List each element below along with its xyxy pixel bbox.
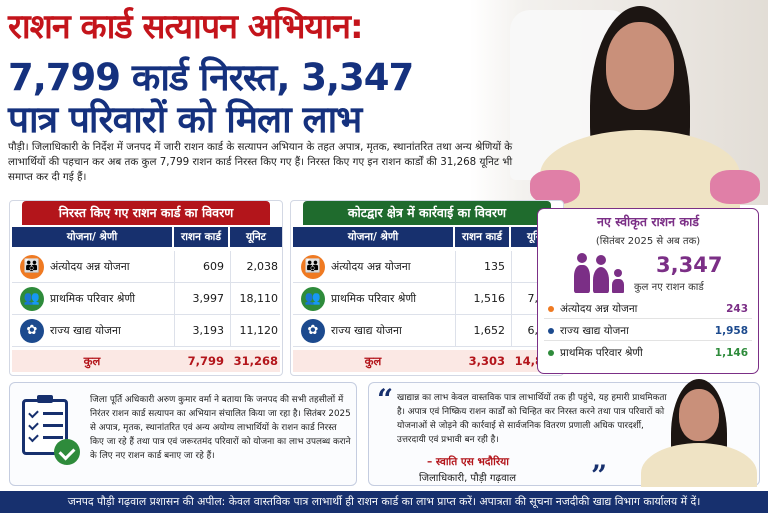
list-item: अंत्योदय अन्न योजना 243 <box>544 299 752 319</box>
intro-paragraph: पौड़ी। जिलाधिकारी के निर्देश में जनपद मे… <box>8 141 513 183</box>
column-header-units: यूनिट <box>230 227 282 247</box>
list-item: राज्य खाद्य योजना 1,958 <box>544 321 752 341</box>
new-cards-total: 3,347 <box>656 253 723 277</box>
table-total-row: कुल 7,799 31,268 <box>12 350 280 372</box>
new-cards-total-label: कुल नए राशन कार्ड <box>634 282 704 293</box>
table-total-row: कुल 3,303 14,804 <box>293 350 561 372</box>
family-icon: 👪 <box>20 255 44 279</box>
bullet-dot <box>548 328 554 334</box>
quote-author: – स्वाति एस भदौरिया <box>427 456 509 468</box>
quote-open-icon: “ <box>377 383 394 416</box>
table-row: ✿ राज्य खाद्य योजना 3,193 11,120 <box>12 315 280 347</box>
quote-text: खाद्यान्न का लाभ केवल वास्तविक पात्र लाभ… <box>397 393 667 445</box>
family-icon: 👪 <box>301 255 325 279</box>
wheat-icon: ✿ <box>20 319 44 343</box>
cancelled-cards-table: निरस्त किए गए राशन कार्ड का विवरण योजना/… <box>9 200 283 376</box>
headline-line-2: 7,799 कार्ड निरस्त, 3,347 <box>8 56 414 99</box>
supply-officer-statement: जिला पूर्ति अधिकारी अरुण कुमार वर्मा ने … <box>9 382 357 486</box>
list-item: प्राथमिक परिवार श्रेणी 1,146 <box>544 343 752 363</box>
table-title: कोटद्वार क्षेत्र में कार्रवाई का विवरण <box>303 201 551 225</box>
headline-line-3: पात्र परिवारों को मिला लाभ <box>8 98 362 141</box>
wheat-icon: ✿ <box>301 319 325 343</box>
table-row: ✿ राज्य खाद्य योजना 1,652 6,440 <box>293 315 561 347</box>
bullet-dot <box>548 306 554 312</box>
table-row: 👪 अंत्योदय अन्न योजना 609 2,038 <box>12 251 280 283</box>
table-row: 👥 प्राथमिक परिवार श्रेणी 1,516 7,740 <box>293 283 561 315</box>
column-header-scheme: योजना/ श्रेणी <box>293 227 453 247</box>
statement-text: जिला पूर्ति अधिकारी अरुण कुमार वर्मा ने … <box>90 395 351 461</box>
collector-portrait <box>635 373 761 487</box>
group-icon: 👥 <box>301 287 325 311</box>
table-row: 👪 अंत्योदय अन्न योजना 135 624 <box>293 251 561 283</box>
table-row: 👥 प्राथमिक परिवार श्रेणी 3,997 18,110 <box>12 283 280 315</box>
quote-author-role: जिलाधिकारी, पौड़ी गढ़वाल <box>419 473 517 484</box>
quote-close-icon: ” <box>591 459 608 492</box>
column-header-cards: राशन कार्ड <box>455 227 509 247</box>
group-icon: 👥 <box>20 287 44 311</box>
new-cards-summary: नए स्वीकृत राशन कार्ड (सितंबर 2025 से अब… <box>537 208 759 374</box>
check-circle-icon <box>54 439 80 465</box>
bullet-dot <box>548 350 554 356</box>
card-title: नए स्वीकृत राशन कार्ड <box>597 214 699 229</box>
card-subtitle: (सितंबर 2025 से अब तक) <box>595 236 701 247</box>
column-header-scheme: योजना/ श्रेणी <box>12 227 172 247</box>
official-photo <box>470 0 768 220</box>
kotdwar-action-table: कोटद्वार क्षेत्र में कार्रवाई का विवरण य… <box>290 200 564 376</box>
headline-line-1: राशन कार्ड सत्यापन अभियान: <box>8 7 364 47</box>
family-icon <box>572 253 628 293</box>
table-title: निरस्त किए गए राशन कार्ड का विवरण <box>22 201 270 225</box>
column-header-cards: राशन कार्ड <box>174 227 228 247</box>
official-portrait <box>510 0 768 220</box>
footer-appeal: जनपद पौड़ी गढ़वाल प्रशासन की अपील: केवल … <box>0 491 768 513</box>
collector-quote: “ खाद्यान्न का लाभ केवल वास्तविक पात्र ल… <box>368 379 760 492</box>
